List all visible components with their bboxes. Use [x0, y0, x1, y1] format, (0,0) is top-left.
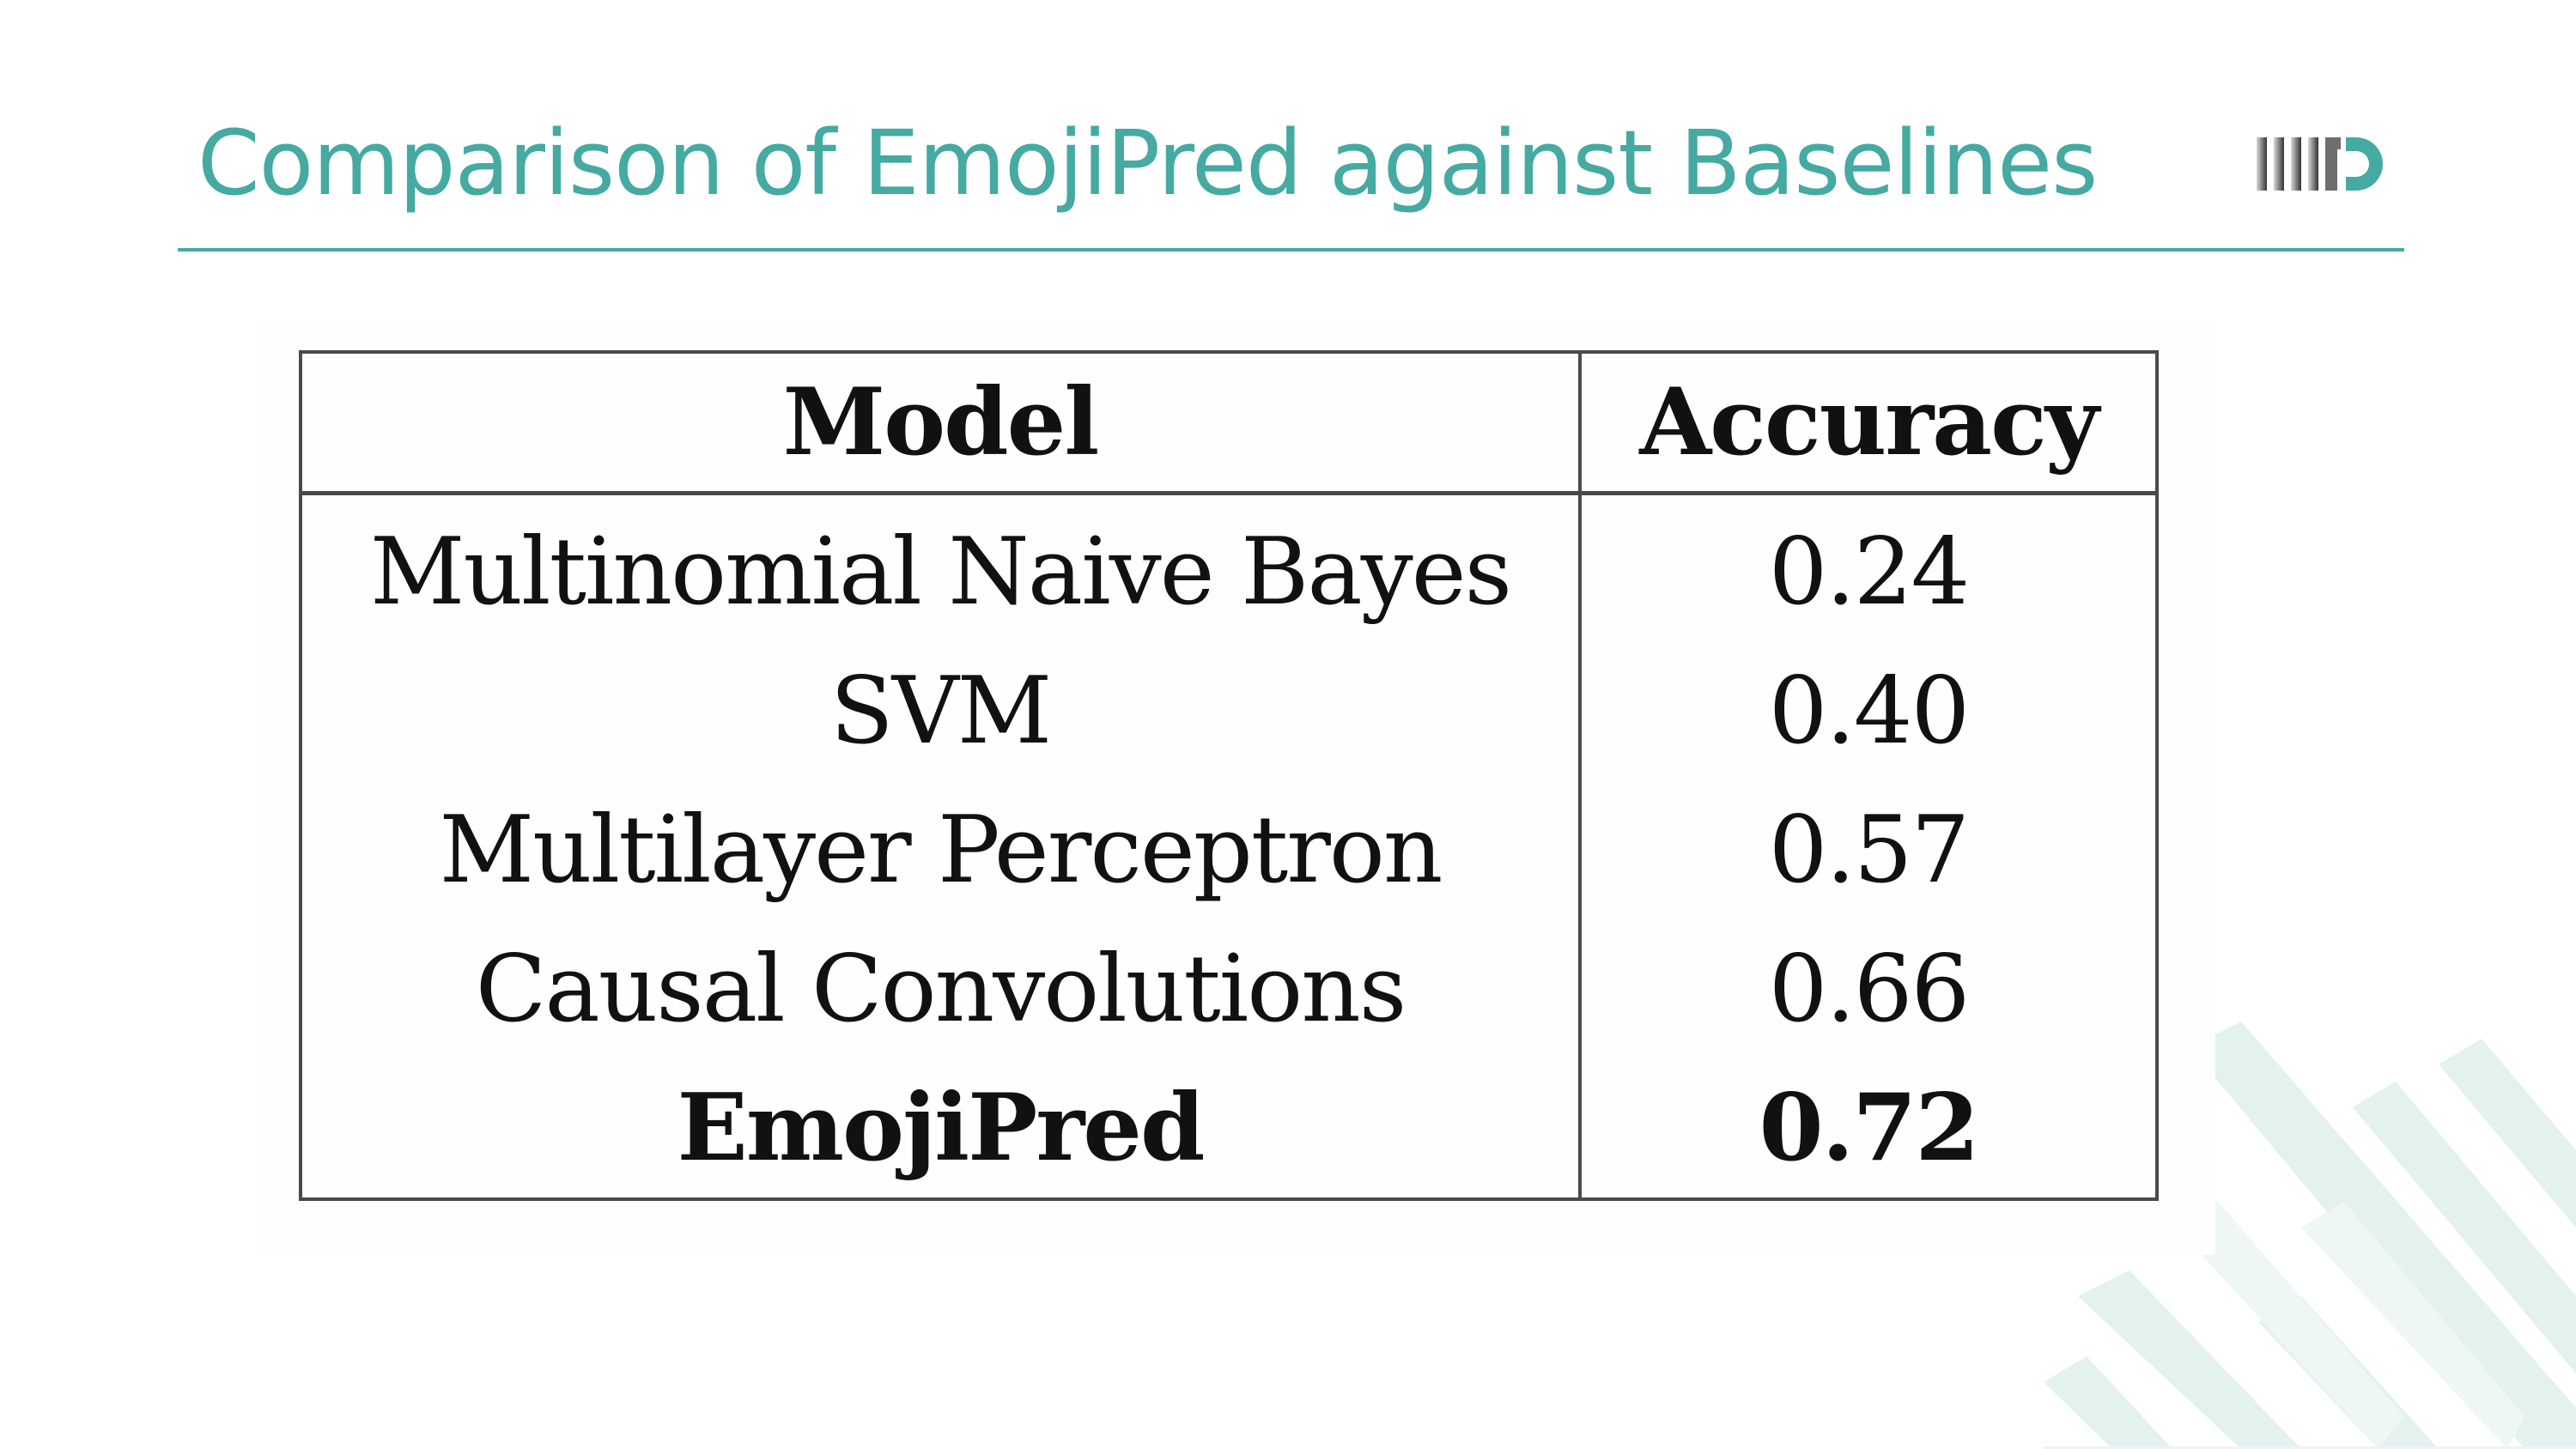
decorative-bars-graphic [2044, 1022, 2576, 1449]
model-cell: Multinomial Naive Bayes [301, 493, 1582, 641]
results-table-image: Model Accuracy Multinomial Naive Bayes 0… [258, 319, 2215, 1255]
results-table: Model Accuracy Multinomial Naive Bayes 0… [299, 350, 2159, 1201]
accuracy-cell: 0.24 [1768, 518, 1970, 626]
accuracy-cell: 0.57 [1768, 796, 1970, 904]
table-header-row: Model Accuracy [301, 352, 2157, 495]
model-cell: Causal Convolutions [301, 919, 1582, 1058]
model-cell: Multilayer Perceptron [301, 780, 1582, 919]
accuracy-cell: 0.66 [1768, 935, 1970, 1043]
slide-title: Comparison of EmojiPred against Baseline… [197, 111, 2098, 215]
table-row: Multilayer Perceptron 0.57 [301, 780, 2157, 919]
table-row-best: EmojiPred 0.72 [301, 1058, 2157, 1199]
table-row: Multinomial Naive Bayes 0.24 [301, 493, 2157, 641]
model-cell: EmojiPred [301, 1058, 1582, 1199]
iiitd-logo-icon [2257, 137, 2383, 191]
title-divider [178, 248, 2404, 252]
column-header-accuracy: Accuracy [1580, 352, 2157, 495]
table-row: SVM 0.40 [301, 641, 2157, 780]
accuracy-cell: 0.72 [1759, 1074, 1979, 1182]
table-row: Causal Convolutions 0.66 [301, 919, 2157, 1058]
column-header-model: Model [301, 352, 1582, 495]
accuracy-cell: 0.40 [1768, 657, 1970, 765]
model-cell: SVM [301, 641, 1582, 780]
